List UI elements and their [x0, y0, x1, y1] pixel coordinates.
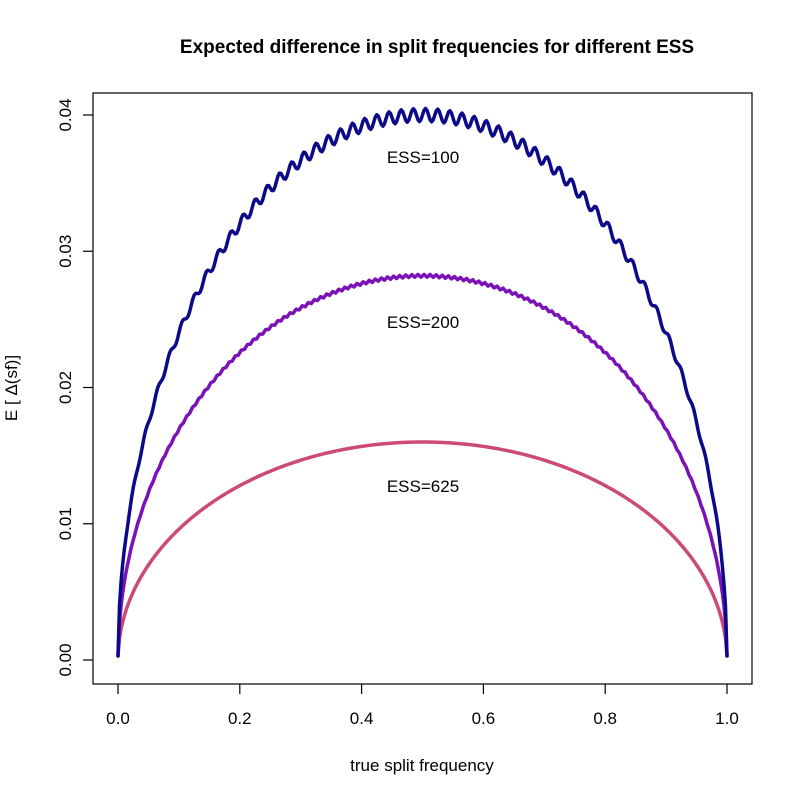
annotation-ess-625: ESS=625	[387, 477, 459, 496]
x-tick-label: 0.4	[350, 709, 374, 728]
y-tick-label: 0.04	[56, 98, 75, 131]
x-tick-label: 0.2	[228, 709, 252, 728]
plot-frame	[92, 92, 753, 685]
series-line-ess-200	[116, 272, 729, 658]
annotation-ess-100: ESS=100	[387, 148, 459, 167]
y-tick-label: 0.01	[56, 507, 75, 540]
x-tick-label: 0.6	[472, 709, 496, 728]
series-lines	[116, 106, 729, 658]
y-tick-label: 0.03	[56, 235, 75, 268]
y-tick-label: 0.00	[56, 643, 75, 676]
y-tick-label: 0.02	[56, 371, 75, 404]
y-axis: 0.00 0.01 0.02 0.03 0.04	[56, 98, 93, 677]
x-tick-label: 0.8	[593, 709, 617, 728]
y-axis-label: E [ Δ(sf)]	[2, 355, 21, 421]
x-tick-label: 0.0	[106, 709, 130, 728]
x-tick-label: 1.0	[715, 709, 739, 728]
annotation-ess-200: ESS=200	[387, 313, 459, 332]
series-line-ess-625	[116, 440, 729, 658]
x-axis: 0.0 0.2 0.4 0.6 0.8 1.0	[106, 684, 739, 728]
series-line-ess-100	[116, 106, 729, 658]
x-axis-label: true split frequency	[350, 756, 494, 775]
chart-title: Expected difference in split frequencies…	[180, 37, 694, 58]
